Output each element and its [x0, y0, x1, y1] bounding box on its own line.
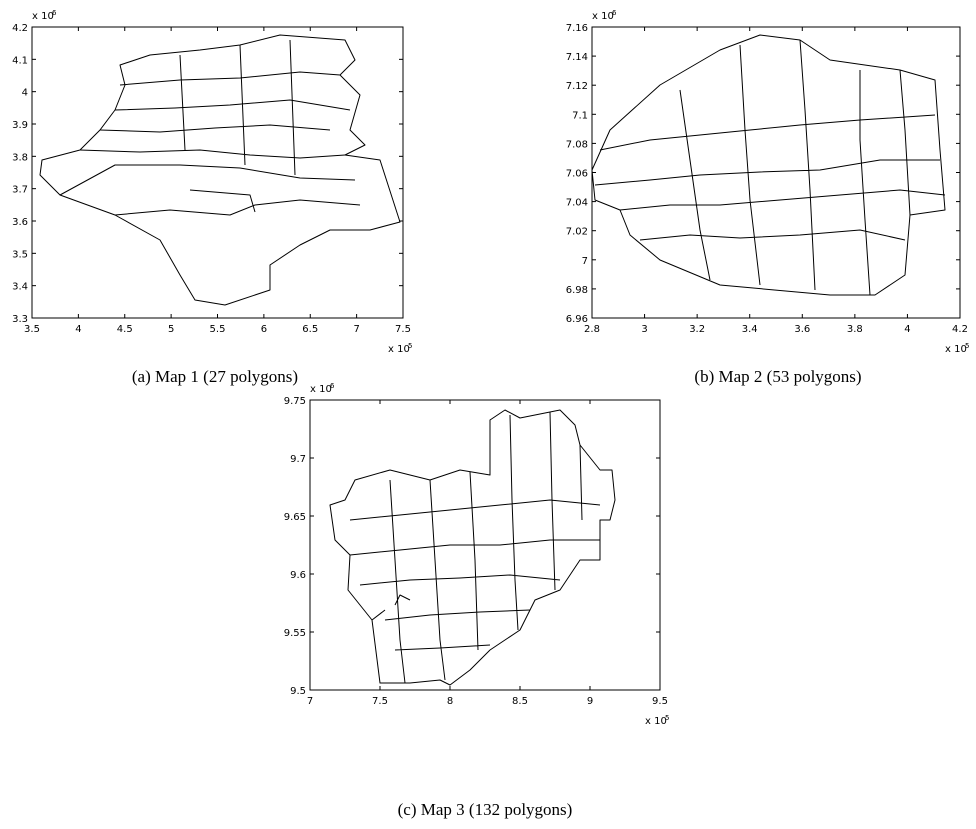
x-tick-label: 6.5 — [302, 324, 318, 335]
y-multiplier: x 10 — [32, 11, 54, 22]
caption: (a) Map 1 (27 polygons) — [132, 367, 298, 386]
y-tick-label: 3.6 — [12, 217, 28, 228]
x-tick-label: 3.5 — [24, 324, 40, 335]
x-multiplier: x 10 — [645, 716, 667, 727]
y-exponent: 6 — [52, 9, 57, 17]
x-multiplier: x 10 — [945, 344, 967, 355]
y-tick-label: 4.1 — [12, 55, 28, 66]
y-tick-label: 7 — [582, 256, 588, 267]
caption: (c) Map 3 (132 polygons) — [398, 800, 573, 819]
x-tick-label: 9 — [587, 696, 593, 707]
y-tick-label: 9.55 — [284, 628, 306, 639]
y-tick-label: 9.65 — [284, 512, 306, 523]
y-tick-label: 7.1 — [572, 110, 588, 121]
y-tick-label: 3.3 — [12, 314, 28, 325]
y-tick-label: 7.12 — [566, 81, 588, 92]
x-tick-label: 4.5 — [117, 324, 133, 335]
x-tick-label: 7 — [307, 696, 313, 707]
x-tick-label: 4 — [75, 324, 81, 335]
plot-frame — [31, 26, 404, 319]
x-exponent: 5 — [408, 342, 412, 350]
y-tick-label: 7.16 — [566, 23, 588, 34]
y-tick-label: 7.08 — [566, 139, 588, 150]
x-exponent: 5 — [965, 342, 969, 350]
map-3-polygons — [329, 409, 616, 686]
y-multiplier: x 10 — [310, 384, 332, 395]
x-tick-label: 8.5 — [512, 696, 528, 707]
y-tick-label: 9.7 — [290, 454, 306, 465]
y-tick-label: 7.02 — [566, 227, 588, 238]
y-tick-label: 6.96 — [566, 314, 588, 325]
x-tick-label: 8 — [447, 696, 453, 707]
plot-frame — [309, 399, 661, 691]
y-tick-label: 9.75 — [284, 396, 306, 407]
y-tick-label: 4.2 — [12, 23, 28, 34]
y-exponent: 6 — [330, 382, 335, 390]
x-tick-label: 3.2 — [689, 324, 705, 335]
y-tick-label: 4 — [22, 88, 28, 99]
x-tick-label: 4.2 — [952, 324, 968, 335]
x-tick-label: 7 — [353, 324, 359, 335]
x-tick-label: 7.5 — [372, 696, 388, 707]
y-tick-label: 7.14 — [566, 52, 588, 63]
x-tick-label: 6 — [261, 324, 267, 335]
x-tick-label: 5.5 — [210, 324, 226, 335]
y-tick-label: 6.98 — [566, 285, 588, 296]
y-tick-label: 7.04 — [566, 198, 588, 209]
x-multiplier: x 10 — [388, 344, 410, 355]
y-tick-label: 7.06 — [566, 169, 588, 180]
y-tick-label: 3.9 — [12, 120, 28, 131]
x-tick-label: 3 — [641, 324, 647, 335]
y-tick-label: 9.5 — [290, 686, 306, 697]
x-exponent: 5 — [665, 714, 669, 722]
y-tick-label: 3.7 — [12, 185, 28, 196]
x-tick-label: 9.5 — [652, 696, 668, 707]
x-tick-label: 3.8 — [847, 324, 863, 335]
y-tick-label: 3.8 — [12, 152, 28, 163]
x-tick-label: 4 — [904, 324, 910, 335]
x-tick-label: 3.4 — [742, 324, 758, 335]
x-tick-label: 7.5 — [395, 324, 411, 335]
x-tick-label: 2.8 — [584, 324, 600, 335]
map-2-polygons — [591, 34, 946, 296]
y-exponent: 6 — [612, 9, 617, 17]
caption: (b) Map 2 (53 polygons) — [694, 367, 861, 386]
y-multiplier: x 10 — [592, 11, 614, 22]
x-tick-label: 5 — [168, 324, 174, 335]
y-tick-label: 9.6 — [290, 570, 306, 581]
map-1-polygons — [39, 34, 401, 306]
y-tick-label: 3.5 — [12, 249, 28, 260]
y-tick-label: 3.4 — [12, 282, 28, 293]
x-tick-label: 3.6 — [794, 324, 810, 335]
